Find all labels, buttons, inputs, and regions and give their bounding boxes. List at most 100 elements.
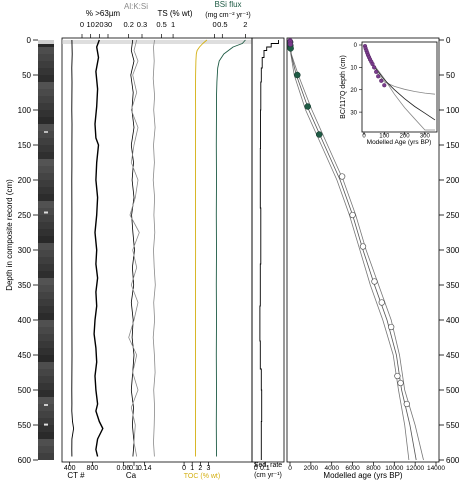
ca-label: Ca: [126, 471, 137, 480]
core-image-band: [38, 117, 54, 124]
right-depth-tick-label: 450: [446, 351, 460, 360]
age-date-white-point: [378, 299, 385, 306]
core-image-band: [38, 68, 54, 75]
bsi-tick-label: 0: [213, 20, 217, 29]
sed-rate-line: [259, 40, 279, 460]
core-image-band: [38, 47, 54, 54]
age-date-white-point: [349, 211, 356, 219]
left-depth-ticks: 0 50 100 150 200 250 300 350 400 450 500 550 600: [18, 36, 38, 465]
ca-series-line: [130, 39, 135, 457]
right-depth-tick-label: 350: [446, 281, 460, 290]
ts-series-line: [152, 39, 156, 457]
bottom-axis-ticks: 400 800 0.060.10.14 0 1 2 3: [64, 462, 266, 472]
sed-rate-label-2: (cm yr⁻¹): [254, 472, 282, 479]
core-image-band: [38, 299, 54, 306]
left-depth-tick-label: 450: [18, 351, 32, 360]
left-depth-tick-label: 100: [18, 106, 32, 115]
core-image-fleck: [44, 211, 48, 214]
right-depth-tick-label: 500: [446, 386, 460, 395]
left-depth-tick-label: 400: [18, 316, 32, 325]
age-date-green-point: [315, 131, 323, 138]
core-image-band: [38, 439, 54, 446]
ts-label: TS (% wt): [157, 9, 192, 18]
left-depth-tick-label: 300: [18, 246, 32, 255]
core-image-band: [38, 103, 54, 110]
left-depth-tick-label: 200: [18, 176, 32, 185]
core-image-band: [38, 369, 54, 376]
age-model-xlabel: Modelled age (yrs BP): [323, 471, 402, 480]
inset-x-tick-label: 0: [362, 134, 366, 140]
sed-rate-series: 0 0.1: [254, 40, 279, 472]
core-image-band: [38, 229, 54, 236]
coarse-tick-label: 10: [86, 20, 94, 29]
age-x-tick-label: 2000: [304, 465, 319, 472]
bsi-label-1: BSi flux: [214, 0, 241, 9]
core-image-fleck: [44, 423, 48, 426]
sed-rate-panel-frame: [251, 37, 285, 463]
core-image-band: [38, 257, 54, 264]
right-depth-tick-label: 300: [446, 246, 460, 255]
age-date-green-point: [304, 103, 311, 110]
inset-x-tick-label: 200: [400, 134, 411, 140]
core-image-band: [38, 166, 54, 173]
core-image-band: [38, 173, 54, 180]
bsi-series-line: [215, 39, 246, 457]
core-image-band: [38, 271, 54, 278]
ts-tick-label: 1: [171, 20, 175, 29]
surface-highlight-band: [62, 40, 252, 44]
core-image-band: [38, 187, 54, 194]
sed-rate-tick-label: 0.1: [260, 465, 270, 472]
toc-tick-label: 2: [198, 465, 202, 472]
y-axis-title: Depth in composite record (cm): [5, 179, 14, 291]
core-image-band: [38, 348, 54, 355]
core-image-band: [38, 250, 54, 257]
left-depth-tick-label: 0: [27, 36, 32, 45]
core-image-band: [38, 138, 54, 145]
age-date-white-point: [359, 243, 367, 250]
core-image-band: [38, 418, 54, 425]
core-image-band: [38, 159, 54, 166]
age-x-tick-label: 4000: [324, 465, 339, 472]
inset-y-tick-label: 0: [354, 43, 358, 49]
core-image-band: [38, 201, 54, 208]
core-image-band: [38, 432, 54, 439]
ts-tick-label: 0.5: [156, 20, 166, 29]
coarse-series-line: [93, 39, 104, 457]
age-x-tick-label: 0: [288, 465, 292, 472]
core-image-band: [38, 313, 54, 320]
right-depth-tick-label: 550: [446, 421, 460, 430]
right-depth-tick-label: 150: [446, 141, 460, 150]
right-depth-tick-label: 200: [446, 176, 460, 185]
sed-rate-tick-label: 0: [254, 465, 258, 472]
inset-date-point: [376, 74, 381, 79]
left-depth-tick-label: 500: [18, 386, 32, 395]
inset-date-point: [374, 69, 379, 74]
core-image-band: [38, 124, 54, 131]
inset-date-point: [372, 65, 377, 70]
core-image-band: [38, 180, 54, 187]
ct-label: CT #: [67, 471, 85, 480]
left-depth-tick-label: 550: [18, 421, 32, 430]
core-image-band: [38, 236, 54, 243]
core-image-band: [38, 390, 54, 397]
core-image-band: [38, 341, 54, 348]
age-x-tick-label: 10000: [385, 465, 403, 472]
ct-tick-label: 800: [86, 465, 98, 472]
right-depth-tick-label: 50: [446, 71, 455, 80]
right-depth-tick-label: 600: [446, 456, 460, 465]
age-x-tick-label: 8000: [366, 465, 381, 472]
coarse-tick-label: 20: [95, 20, 103, 29]
alksi-series-line: [128, 39, 140, 457]
core-image-band: [38, 334, 54, 341]
toc-tick-label: 3: [207, 465, 211, 472]
ca-tick-label: 0.1: [129, 465, 139, 472]
core-image-band: [38, 383, 54, 390]
geochem-panel-frame: [61, 37, 253, 463]
core-image-band: [38, 292, 54, 299]
left-depth-tick-label: 50: [22, 71, 31, 80]
inset-y-tick-label: 20: [350, 88, 357, 94]
core-image-band: [38, 96, 54, 103]
age-date-white-point: [338, 173, 346, 180]
core-image-band: [38, 243, 54, 250]
